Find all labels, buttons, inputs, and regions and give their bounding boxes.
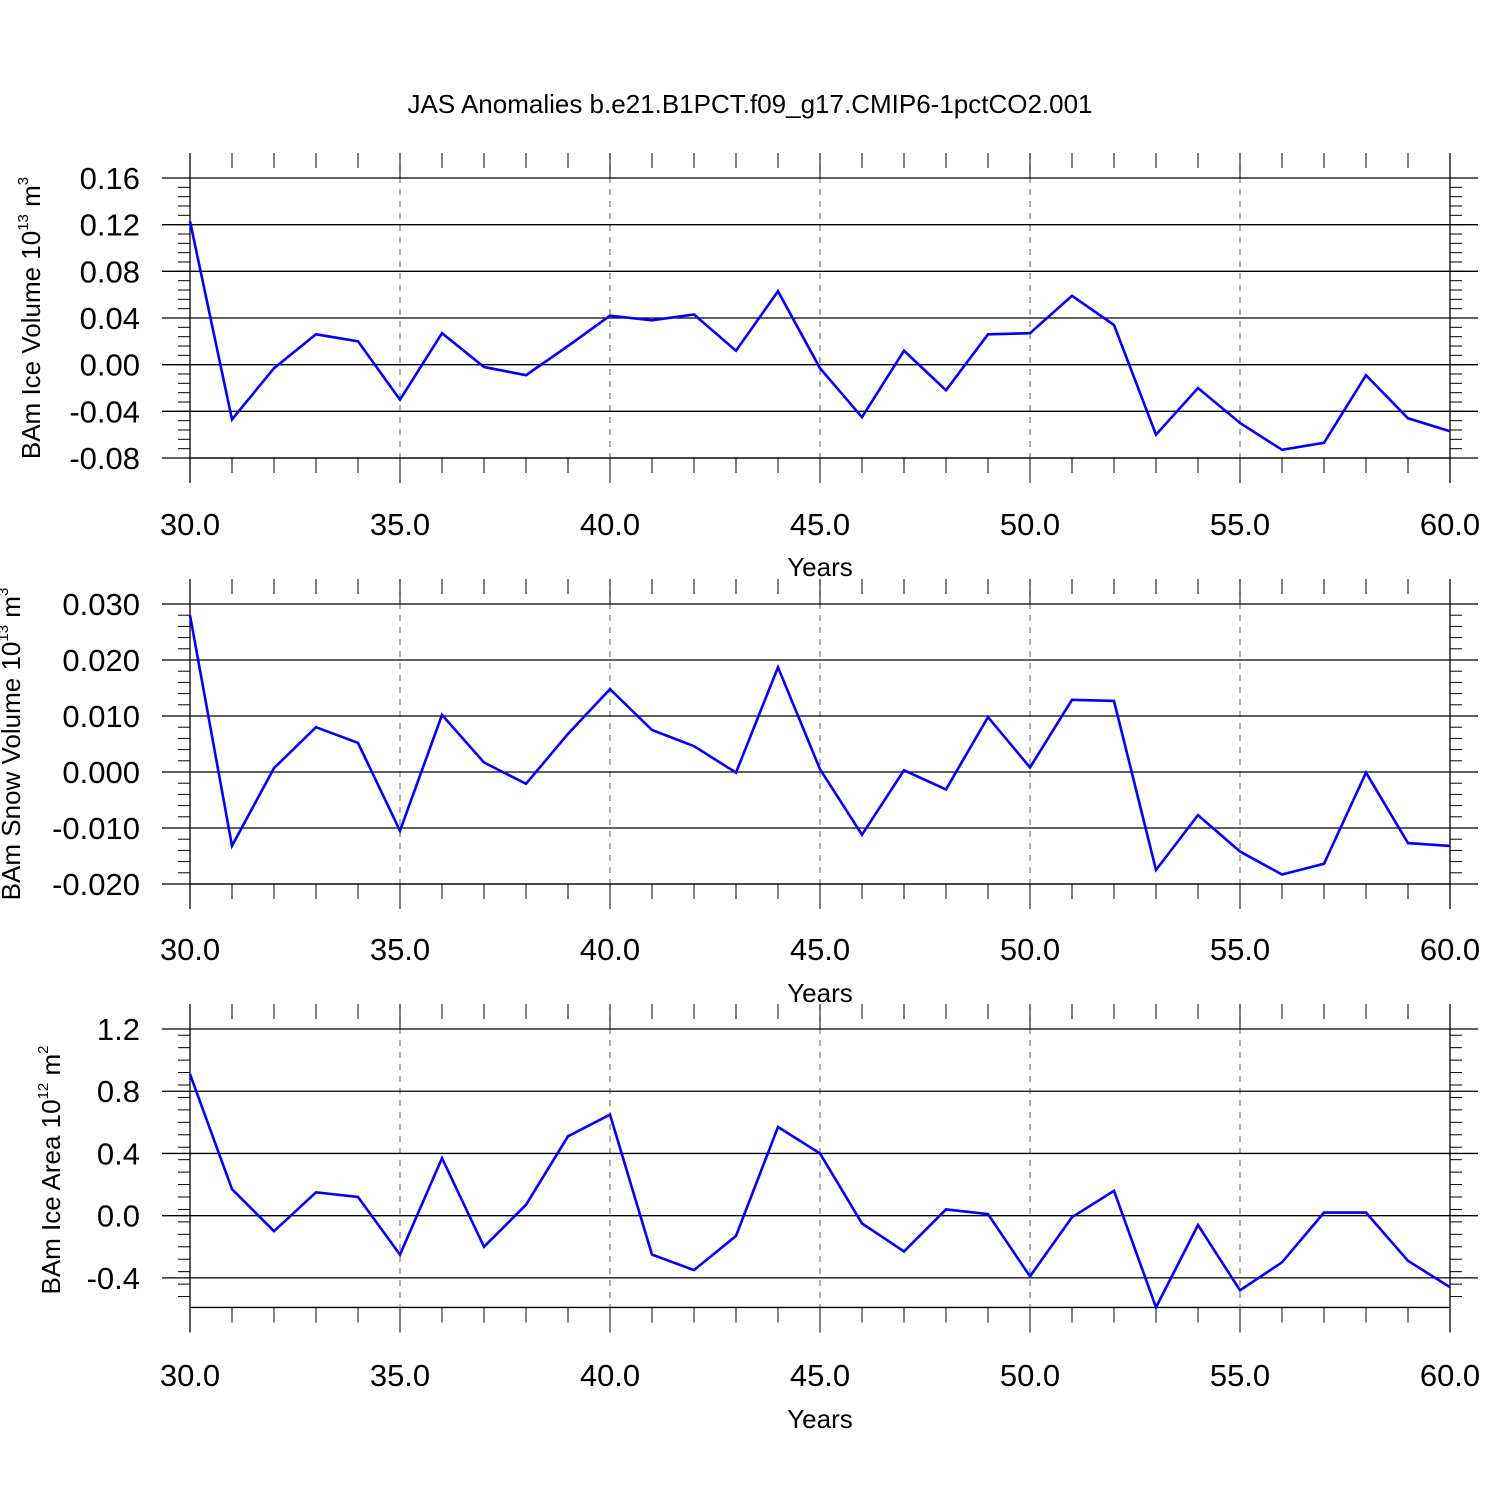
x-tick-label: 60.0: [1420, 932, 1480, 967]
x-tick-label: 30.0: [160, 932, 220, 967]
x-tick-label: 60.0: [1420, 507, 1480, 542]
y-tick-label: 0.08: [80, 254, 140, 289]
x-tick-label: 55.0: [1210, 507, 1270, 542]
x-axis-title: Years: [787, 978, 853, 1008]
figure-title: JAS Anomalies b.e21.B1PCT.f09_g17.CMIP6-…: [407, 89, 1092, 119]
y-tick-label: 0.0: [97, 1199, 140, 1234]
x-tick-label: 40.0: [580, 932, 640, 967]
x-tick-label: 35.0: [370, 932, 430, 967]
x-tick-label: 60.0: [1420, 1358, 1480, 1393]
x-tick-label: 40.0: [580, 1358, 640, 1393]
y-tick-label: -0.020: [52, 867, 140, 902]
series-line-1: [188, 220, 1451, 452]
x-tick-label: 55.0: [1210, 932, 1270, 967]
y-tick-label: 0.8: [97, 1074, 140, 1109]
x-axis-title: Years: [787, 1404, 853, 1434]
x-tick-label: 50.0: [1000, 1358, 1060, 1393]
series-line-1: [188, 614, 1451, 876]
y-tick-label: 0.030: [62, 587, 140, 622]
x-axis-title: Years: [787, 552, 853, 582]
y-axis-title: BAm Ice Area 1012 m2: [35, 1045, 66, 1294]
series-line-1: [188, 1073, 1451, 1311]
y-axis-title: BAm Snow Volume 1013 m3: [0, 588, 26, 901]
y-tick-label: 0.16: [80, 161, 140, 196]
x-tick-label: 45.0: [790, 932, 850, 967]
x-tick-label: 30.0: [160, 507, 220, 542]
y-tick-label: 0.000: [62, 755, 140, 790]
x-tick-label: 55.0: [1210, 1358, 1270, 1393]
x-tick-label: 45.0: [790, 507, 850, 542]
y-tick-label: 0.00: [80, 348, 140, 383]
x-tick-label: 50.0: [1000, 932, 1060, 967]
y-tick-label: 0.010: [62, 699, 140, 734]
y-tick-label: -0.08: [69, 441, 140, 476]
x-tick-label: 50.0: [1000, 507, 1060, 542]
y-tick-label: 0.020: [62, 643, 140, 678]
y-tick-label: 0.12: [80, 208, 140, 243]
x-tick-label: 35.0: [370, 507, 430, 542]
x-tick-label: 30.0: [160, 1358, 220, 1393]
y-tick-label: 0.04: [80, 301, 140, 336]
chart-panel-3: -0.4 0.0 0.4 0.8 1.2 30.0 35.0 40.0 45.0 50.0 55.0…: [35, 1004, 1480, 1434]
y-tick-label: -0.4: [87, 1261, 140, 1296]
y-tick-label: 0.4: [97, 1136, 140, 1171]
y-tick-label: 1.2: [97, 1012, 140, 1047]
x-tick-label: 35.0: [370, 1358, 430, 1393]
x-tick-label: 40.0: [580, 507, 640, 542]
chart-panel-2: -0.020 -0.010 0.000 0.010 0.020 0.030 30.0 35.0…: [0, 579, 1480, 1008]
x-tick-label: 45.0: [790, 1358, 850, 1393]
y-tick-label: -0.04: [69, 394, 140, 429]
chart-panel-1: -0.08 -0.04 0.00 0.04 0.08 0.12 0.16 30.0 35.0 40…: [15, 153, 1480, 582]
y-tick-label: -0.010: [52, 811, 140, 846]
y-axis-title: BAm Ice Volume 1013 m3: [15, 177, 46, 459]
